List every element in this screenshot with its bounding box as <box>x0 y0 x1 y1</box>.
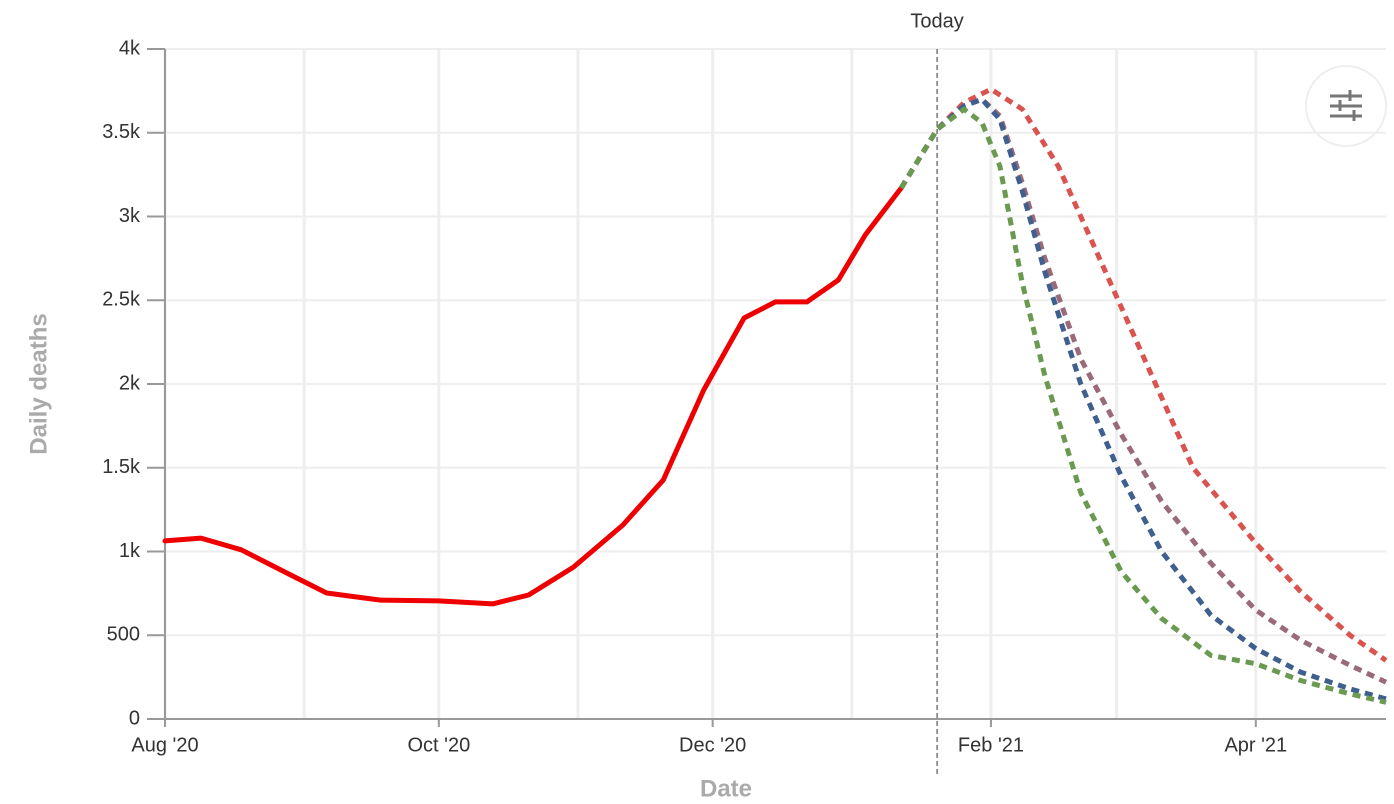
y-tick-label: 4k <box>119 37 141 59</box>
forecast-line <box>899 86 1388 663</box>
y-tick-label: 2.5k <box>102 289 141 311</box>
y-axis-label: Daily deaths <box>25 313 52 454</box>
y-tick-label: 2k <box>119 372 141 394</box>
settings-button[interactable] <box>1305 65 1387 147</box>
x-tick-label: Apr '21 <box>1224 734 1287 756</box>
settings-icon[interactable] <box>1330 90 1362 121</box>
y-tick-label: 3k <box>119 205 141 227</box>
y-tick-label: 1k <box>119 540 141 562</box>
y-tick-label: 3.5k <box>102 121 141 143</box>
x-tick-label: Oct '20 <box>407 734 470 756</box>
x-tick-label: Dec '20 <box>679 734 746 756</box>
forecast-line <box>899 96 1388 685</box>
forecast-line <box>899 96 1387 702</box>
today-label: Today <box>910 10 963 32</box>
y-tick-label: 500 <box>107 624 140 646</box>
forecast-line <box>899 106 1387 705</box>
actual-line <box>162 185 904 607</box>
y-tick-label: 0 <box>129 707 140 729</box>
x-axis-label: Date <box>700 775 752 802</box>
y-tick-label: 1.5k <box>102 456 141 478</box>
x-tick-label: Feb '21 <box>958 734 1024 756</box>
x-tick-label: Aug '20 <box>131 734 198 756</box>
